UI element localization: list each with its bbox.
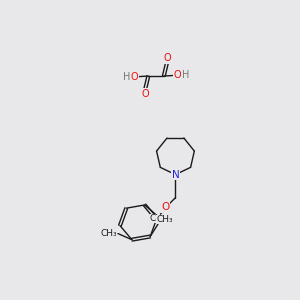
Text: O: O — [174, 70, 182, 80]
Text: H: H — [182, 70, 189, 80]
Text: CH₃: CH₃ — [100, 229, 117, 238]
Text: O: O — [161, 202, 169, 212]
Text: CH₃: CH₃ — [150, 214, 166, 224]
Text: O: O — [141, 89, 149, 99]
Text: H: H — [123, 72, 130, 82]
Text: CH₃: CH₃ — [156, 215, 173, 224]
Text: O: O — [163, 53, 171, 63]
Text: N: N — [172, 169, 179, 180]
Text: O: O — [130, 72, 138, 82]
